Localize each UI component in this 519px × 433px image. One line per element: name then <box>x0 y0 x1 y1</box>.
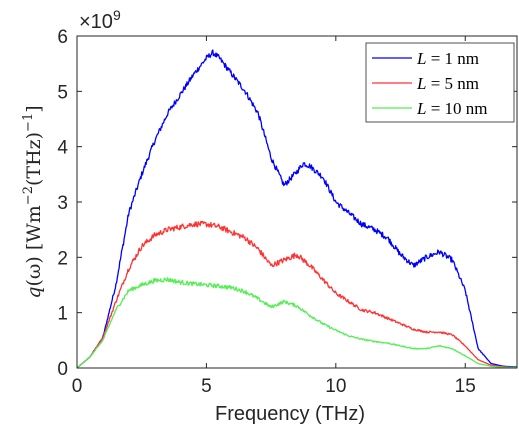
y-tick-label: 5 <box>57 82 68 103</box>
y-tick-label: 0 <box>57 359 68 380</box>
x-tick-label: 10 <box>325 376 346 397</box>
y-multiplier-base: ×10 <box>79 11 113 33</box>
series-layer <box>76 49 518 369</box>
y-tick-label: 3 <box>57 193 68 214</box>
series-line-1 <box>76 220 518 369</box>
y-label-thz: (THz) <box>23 132 45 186</box>
series-line-0 <box>76 49 518 369</box>
y-label-omega: (ω) <box>23 256 45 286</box>
series-line-2 <box>76 277 518 369</box>
y-tick-label: 1 <box>57 304 68 325</box>
y-multiplier: ×109 <box>79 7 121 33</box>
y-label-exp2: −1 <box>21 113 36 132</box>
y-tick-label: 6 <box>57 27 68 48</box>
y-label-unit-open: [Wm <box>23 205 45 250</box>
x-tick-label: 5 <box>201 376 212 397</box>
x-axis-label: Frequency (THz) <box>215 403 365 425</box>
y-label-exp1: −2 <box>21 186 36 205</box>
y-axis-label: q(ω) [Wm−2(THz)−1] <box>21 105 45 298</box>
y-multiplier-exp: 9 <box>113 7 121 23</box>
y-label-close: ] <box>23 105 45 112</box>
y-label-q: q <box>23 286 45 298</box>
legend: L = 1 nm L = 5 nm L = 10 nm <box>365 42 515 123</box>
legend-label-l5: L = 5 nm <box>416 74 479 93</box>
x-tick-label: 15 <box>455 376 476 397</box>
x-tick-label: 0 <box>72 376 83 397</box>
ticks-layer: 0 5 10 15 0 1 2 3 4 5 6 <box>57 27 517 397</box>
legend-label-l10: L = 10 nm <box>416 99 488 118</box>
y-tick-label: 2 <box>57 248 68 269</box>
y-tick-label: 4 <box>57 138 68 159</box>
legend-label-l1: L = 1 nm <box>416 49 479 68</box>
